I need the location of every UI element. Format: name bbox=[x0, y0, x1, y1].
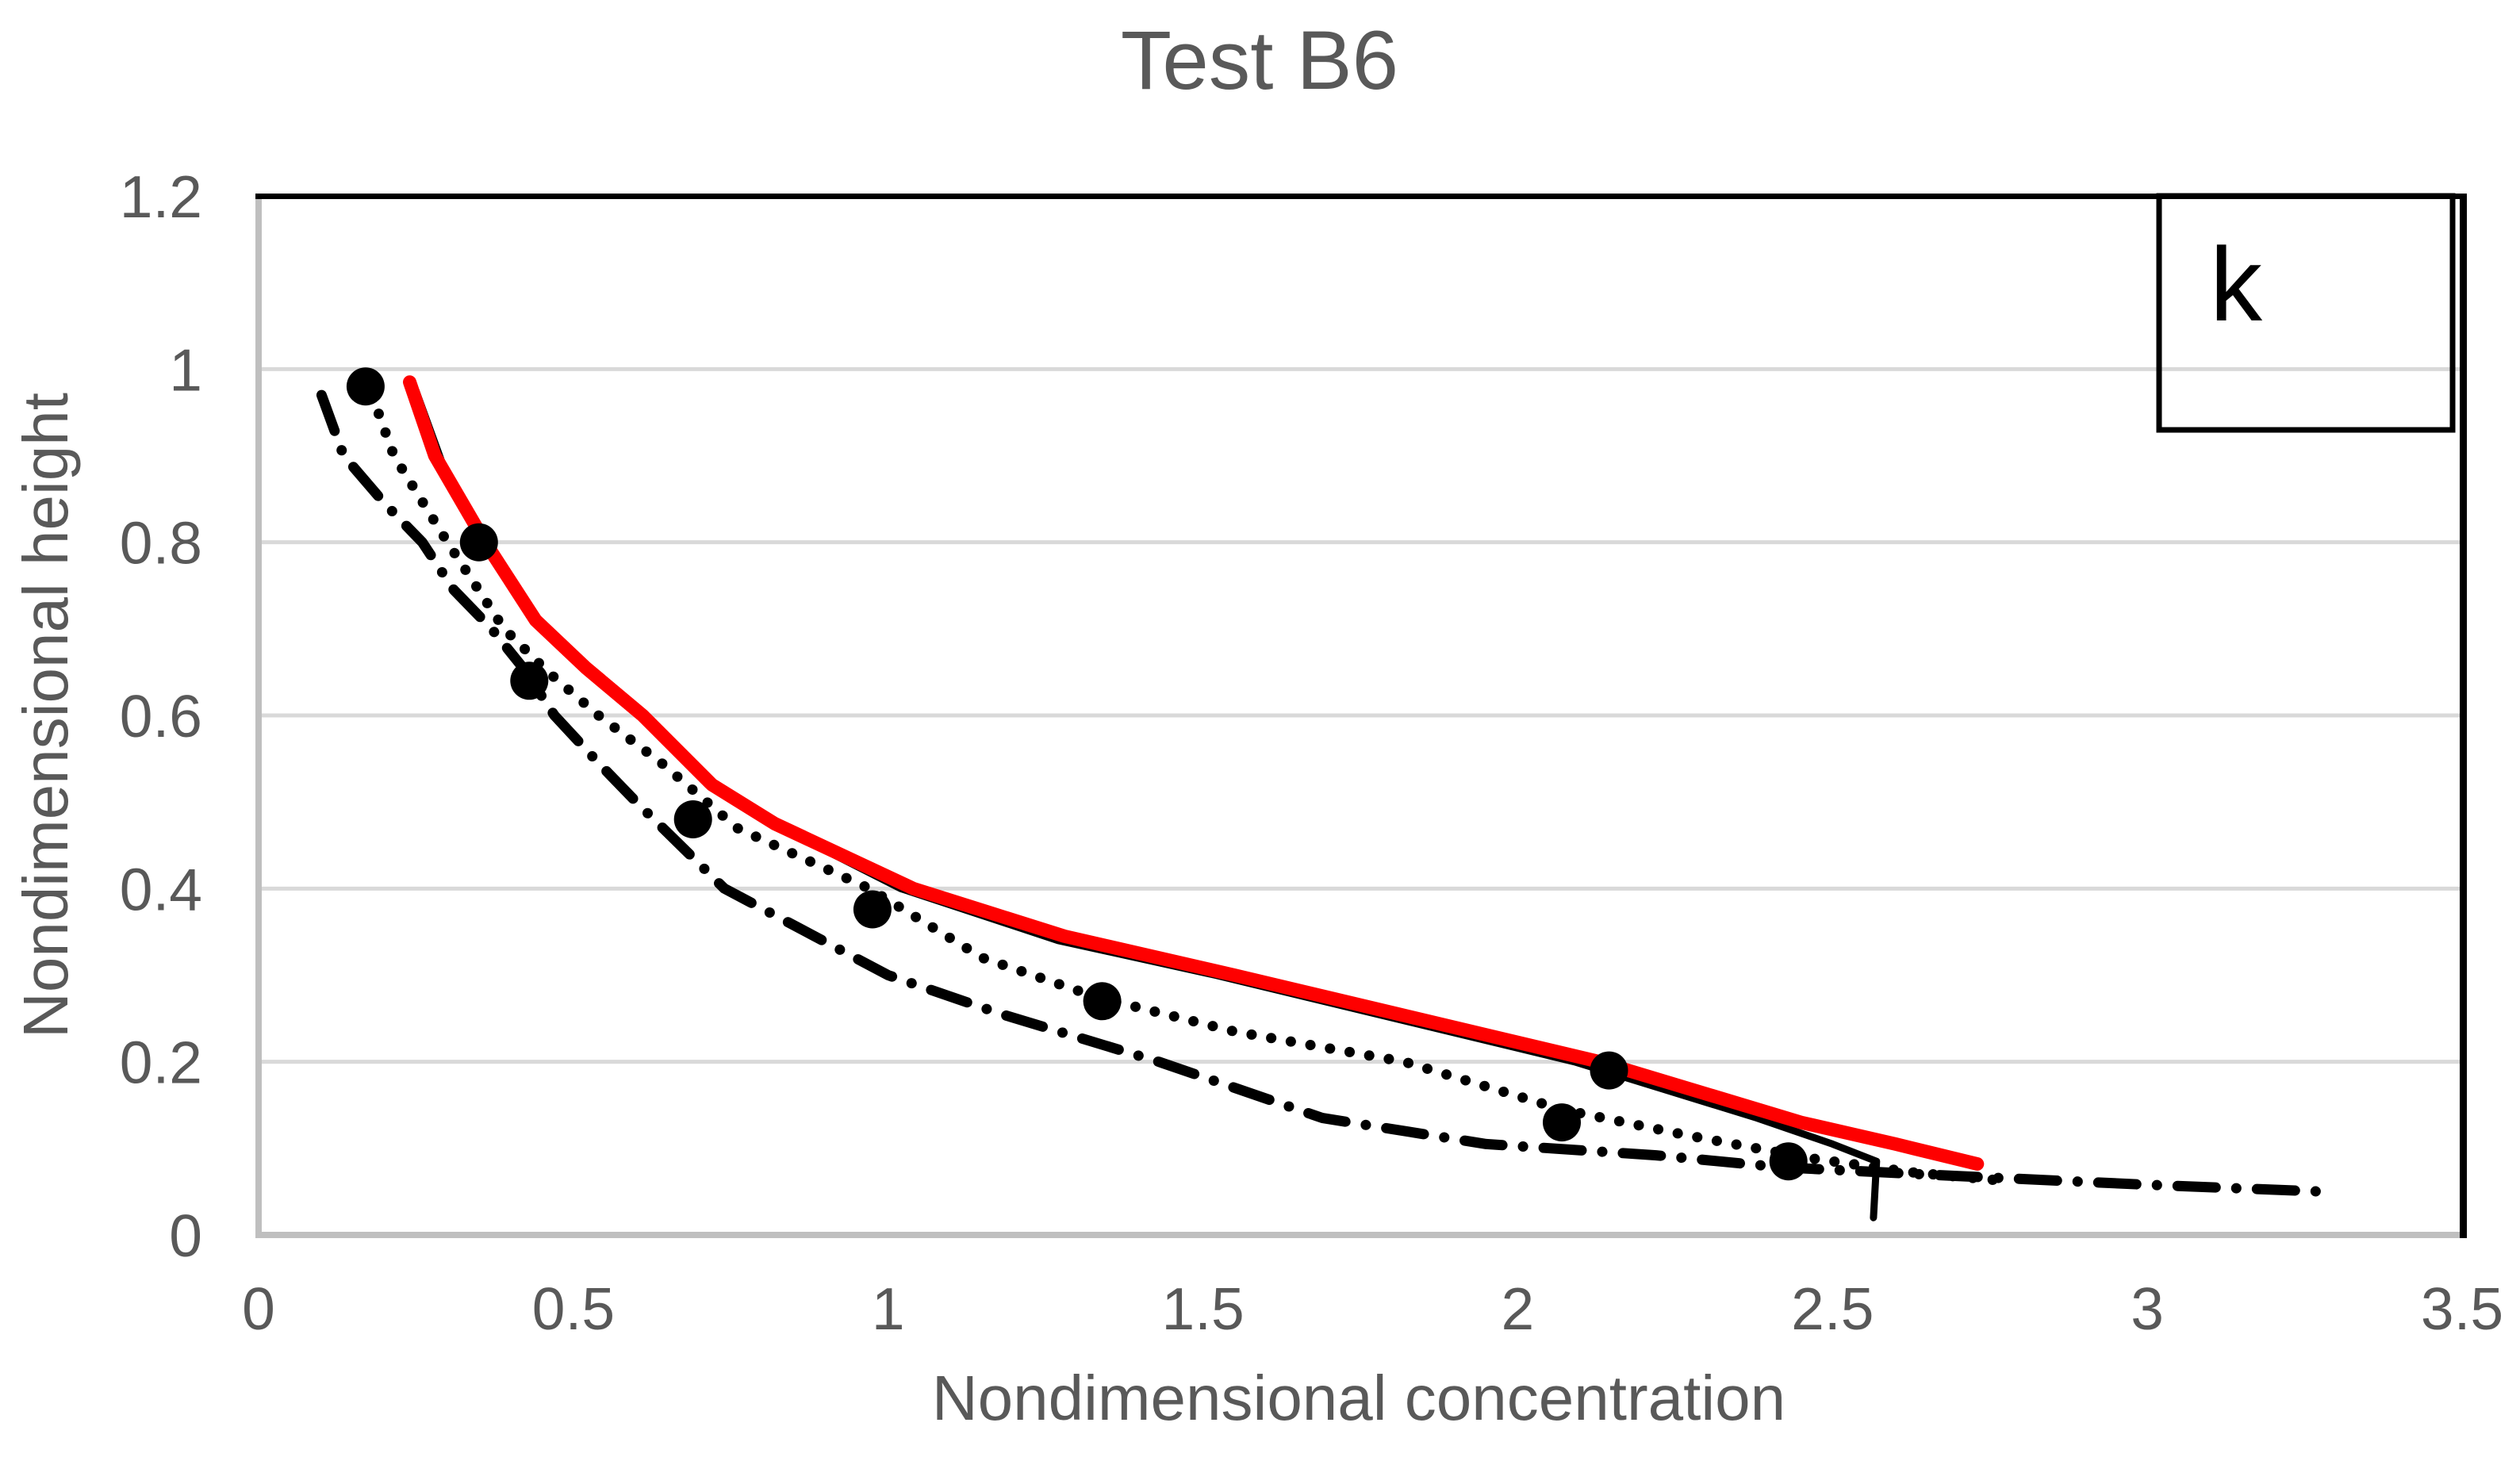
y-axis-title: Nondimensional height bbox=[10, 393, 81, 1038]
y-tick-label-0.8: 0.8 bbox=[120, 510, 202, 577]
data-point bbox=[346, 367, 385, 406]
x-axis-title: Nondimensional concentration bbox=[932, 1363, 1785, 1433]
legend: k bbox=[2156, 193, 2456, 433]
y-tick-label-1: 1 bbox=[169, 336, 202, 403]
data-point bbox=[1543, 1103, 1581, 1142]
x-tick-label-1.5: 1.5 bbox=[1161, 1275, 1244, 1342]
gridlines bbox=[259, 366, 2462, 1064]
y-tick-label-1.2: 1.2 bbox=[120, 163, 202, 230]
data-point bbox=[510, 661, 549, 700]
y-tick-label-0.6: 0.6 bbox=[120, 683, 202, 750]
x-tick-label-1: 1 bbox=[872, 1275, 905, 1342]
data-point bbox=[1083, 982, 1122, 1021]
y-tick-label-0.2: 0.2 bbox=[120, 1030, 202, 1096]
data-point bbox=[1769, 1142, 1808, 1181]
y-tick-label-0: 0 bbox=[169, 1202, 202, 1269]
x-axis-tick-labels: 0 0.5 1 1.5 2 2.5 3 3.5 bbox=[242, 1275, 2503, 1342]
x-axis-line bbox=[255, 1232, 2467, 1238]
x-tick-label-0.5: 0.5 bbox=[532, 1275, 615, 1342]
legend-label: k bbox=[2210, 226, 2263, 343]
x-tick-label-3: 3 bbox=[2131, 1275, 2164, 1342]
plot-border-top bbox=[255, 194, 2467, 199]
y-axis-tick-labels: 0 0.2 0.4 0.6 0.8 1 1.2 bbox=[120, 163, 202, 1269]
plot-border-right bbox=[2460, 194, 2467, 1238]
x-tick-label-2: 2 bbox=[1502, 1275, 1535, 1342]
data-point bbox=[459, 523, 498, 562]
series-dash-dot-model bbox=[316, 389, 2329, 1197]
legend-box bbox=[2156, 193, 2456, 433]
data-point bbox=[673, 800, 712, 838]
data-point bbox=[853, 890, 892, 929]
series-red-solid-model bbox=[403, 375, 1985, 1171]
y-tick-label-0.4: 0.4 bbox=[120, 856, 202, 922]
chart-title: Test B6 bbox=[1121, 14, 1398, 107]
y-axis-line bbox=[255, 196, 262, 1235]
x-tick-label-3.5: 3.5 bbox=[2421, 1275, 2503, 1342]
data-point bbox=[1590, 1051, 1628, 1090]
series-black-solid-model bbox=[412, 387, 1881, 1221]
x-tick-label-0: 0 bbox=[242, 1275, 275, 1342]
x-tick-label-2.5: 2.5 bbox=[1791, 1275, 1874, 1342]
data-series bbox=[316, 367, 2329, 1221]
